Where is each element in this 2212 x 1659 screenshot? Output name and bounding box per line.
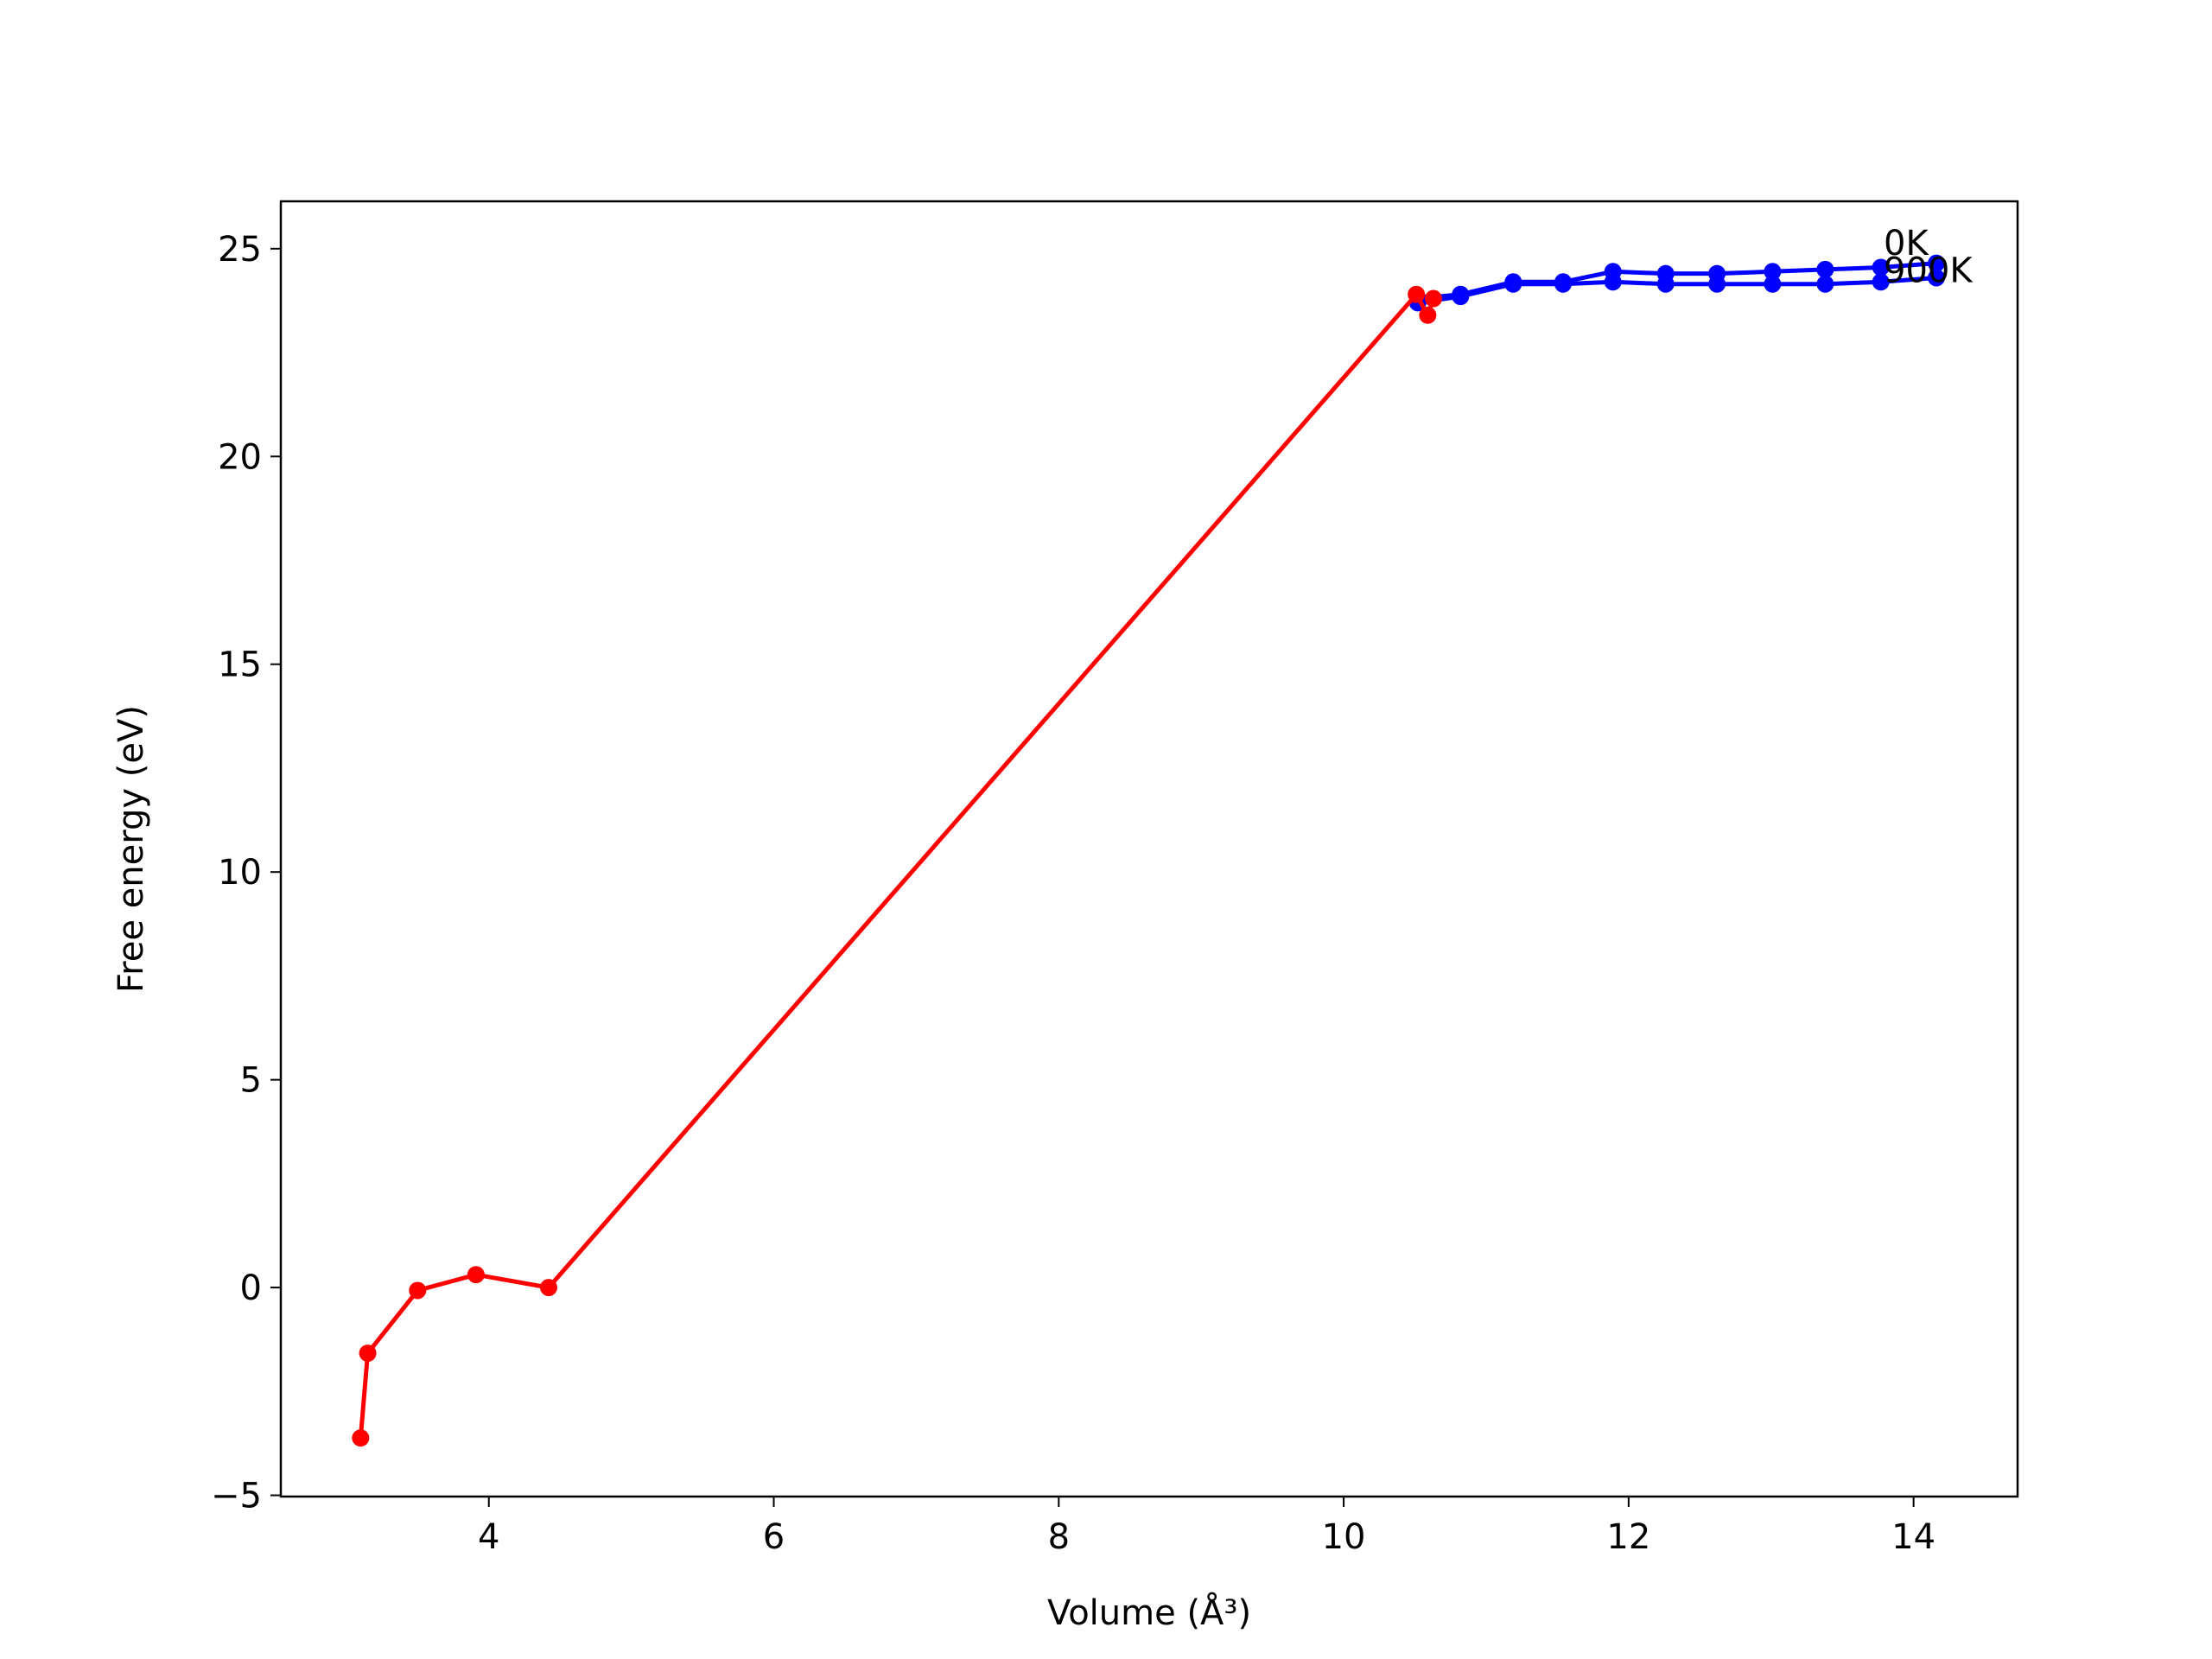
data-point [409, 1281, 427, 1300]
data-point [1504, 275, 1522, 293]
x-tick-label: 8 [1048, 1517, 1070, 1557]
data-point [1452, 288, 1470, 306]
data-point [1424, 289, 1442, 308]
x-tick-label: 14 [1891, 1517, 1936, 1557]
x-tick-label: 4 [478, 1517, 499, 1557]
data-point [1554, 275, 1573, 293]
annotation: 0K [1884, 224, 1929, 264]
x-axis-label: Volume (Å³) [1047, 1592, 1251, 1633]
x-tick-label: 10 [1322, 1517, 1366, 1557]
data-point [1764, 275, 1782, 293]
data-point [1656, 275, 1675, 293]
data-point [1928, 254, 1946, 272]
y-tick-label: −5 [211, 1477, 262, 1516]
data-point [539, 1279, 557, 1297]
data-point [1816, 260, 1834, 278]
y-tick-label: 20 [218, 437, 262, 477]
y-tick-label: 25 [218, 230, 262, 270]
data-point [1419, 306, 1437, 324]
y-axis-label: Free energy (eV) [111, 705, 151, 993]
plot-frame [279, 200, 2019, 1498]
data-point [1872, 273, 1890, 291]
data-point [359, 1344, 377, 1363]
y-tick-label: 0 [240, 1268, 262, 1308]
data-point [1816, 275, 1834, 293]
data-point [1408, 285, 1426, 303]
x-tick-label: 12 [1606, 1517, 1650, 1557]
series-line [358, 292, 1436, 1439]
data-point [1708, 275, 1726, 293]
series-line [1417, 275, 1937, 305]
data-point [1872, 258, 1890, 276]
x-tick-label: 6 [763, 1517, 785, 1557]
data-point [1604, 273, 1622, 291]
y-tick-label: 15 [218, 645, 262, 685]
data-point [1928, 269, 1946, 287]
data-point [1764, 263, 1782, 281]
annotation: 900K [1884, 251, 1974, 290]
y-tick-label: 10 [218, 853, 262, 893]
y-tick-label: 5 [240, 1061, 262, 1101]
data-point [352, 1429, 370, 1447]
data-point [467, 1266, 485, 1284]
